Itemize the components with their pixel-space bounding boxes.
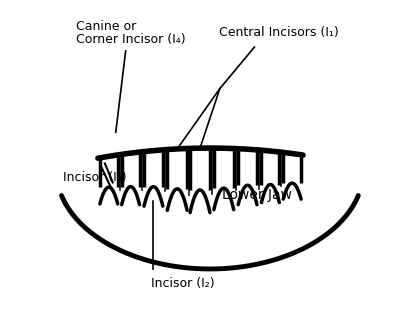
Text: Incisor (I₂): Incisor (I₂) — [151, 277, 215, 290]
Text: Canine or: Canine or — [76, 20, 136, 33]
Text: Lower Jaw: Lower Jaw — [222, 188, 292, 202]
Text: Central Incisors (I₁): Central Incisors (I₁) — [220, 26, 339, 39]
Text: Corner Incisor (I₄): Corner Incisor (I₄) — [76, 33, 186, 46]
Text: Incisor (I₃): Incisor (I₃) — [63, 171, 127, 184]
